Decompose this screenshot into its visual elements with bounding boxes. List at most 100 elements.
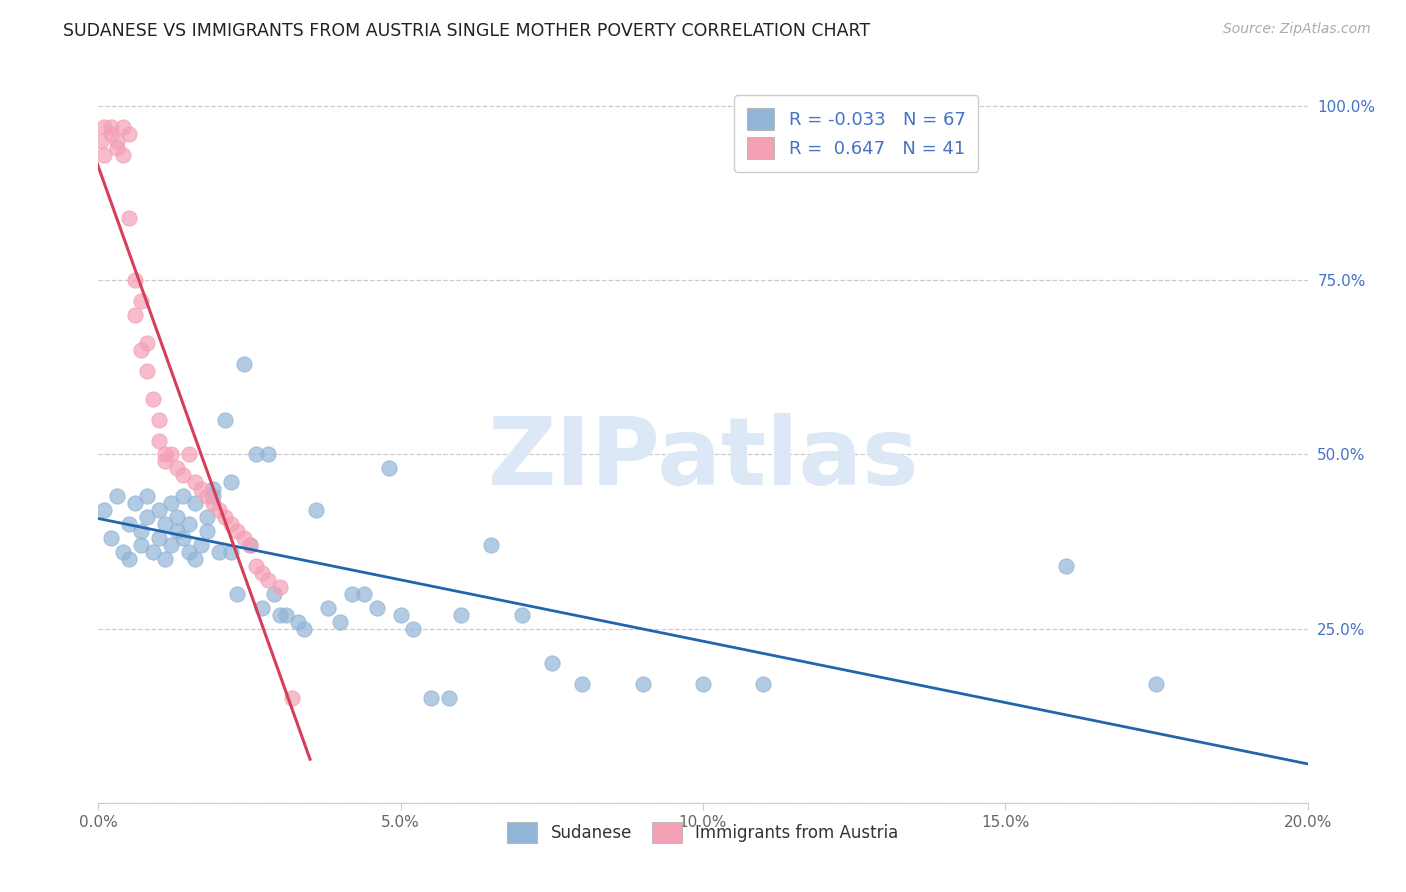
Point [1144, 677, 1167, 691]
Point [402, 622, 425, 636]
Point [124, 308, 146, 322]
Point [166, 461, 188, 475]
Point [269, 580, 291, 594]
Point [105, 141, 128, 155]
Point [202, 483, 225, 497]
Point [148, 503, 170, 517]
Point [179, 448, 201, 462]
Point [135, 336, 157, 351]
Point [221, 545, 243, 559]
Point [481, 538, 503, 552]
Point [752, 677, 775, 691]
Point [166, 510, 188, 524]
Point [129, 524, 152, 538]
Point [214, 510, 236, 524]
Point [142, 392, 165, 406]
Point [179, 517, 201, 532]
Point [202, 496, 225, 510]
Point [166, 524, 188, 538]
Point [153, 448, 176, 462]
Text: SUDANESE VS IMMIGRANTS FROM AUSTRIA SINGLE MOTHER POVERTY CORRELATION CHART: SUDANESE VS IMMIGRANTS FROM AUSTRIA SING… [63, 22, 870, 40]
Point [692, 677, 714, 691]
Point [287, 615, 309, 629]
Point [160, 538, 183, 552]
Point [214, 412, 236, 426]
Point [124, 273, 146, 287]
Point [118, 552, 141, 566]
Point [93, 148, 115, 162]
Point [195, 489, 218, 503]
Point [105, 134, 128, 148]
Point [1054, 558, 1077, 573]
Point [239, 538, 262, 552]
Point [148, 531, 170, 545]
Point [153, 454, 176, 468]
Point [239, 538, 262, 552]
Point [129, 343, 152, 357]
Point [172, 531, 194, 545]
Point [153, 517, 176, 532]
Point [256, 448, 278, 462]
Legend: Sudanese, Immigrants from Austria: Sudanese, Immigrants from Austria [501, 815, 905, 849]
Point [342, 587, 364, 601]
Point [250, 566, 273, 580]
Point [250, 600, 273, 615]
Point [195, 510, 218, 524]
Point [631, 677, 654, 691]
Point [190, 483, 212, 497]
Point [420, 691, 443, 706]
Point [221, 475, 243, 490]
Point [111, 120, 134, 134]
Point [118, 211, 141, 225]
Point [190, 538, 212, 552]
Point [153, 552, 176, 566]
Point [353, 587, 375, 601]
Point [540, 657, 562, 671]
Point [208, 545, 231, 559]
Point [184, 475, 207, 490]
Point [366, 600, 388, 615]
Point [100, 120, 122, 134]
Point [135, 489, 157, 503]
Point [135, 510, 157, 524]
Point [329, 615, 352, 629]
Point [124, 496, 146, 510]
Point [100, 127, 122, 141]
Point [142, 545, 165, 559]
Point [129, 294, 152, 309]
Point [184, 552, 207, 566]
Point [450, 607, 472, 622]
Point [105, 489, 128, 503]
Point [90, 134, 112, 148]
Point [377, 461, 399, 475]
Point [232, 357, 254, 371]
Text: ZIPatlas: ZIPatlas [488, 413, 918, 505]
Point [160, 448, 183, 462]
Point [195, 524, 218, 538]
Point [232, 531, 254, 545]
Point [111, 148, 134, 162]
Point [135, 364, 157, 378]
Point [93, 120, 115, 134]
Point [305, 503, 328, 517]
Point [129, 538, 152, 552]
Point [172, 468, 194, 483]
Point [100, 531, 122, 545]
Point [245, 558, 267, 573]
Point [226, 524, 249, 538]
Point [202, 489, 225, 503]
Point [263, 587, 285, 601]
Point [256, 573, 278, 587]
Point [208, 503, 231, 517]
Point [221, 517, 243, 532]
Point [148, 434, 170, 448]
Point [118, 517, 141, 532]
Point [571, 677, 593, 691]
Point [184, 496, 207, 510]
Point [226, 587, 249, 601]
Point [292, 622, 315, 636]
Point [111, 545, 134, 559]
Point [316, 600, 339, 615]
Point [93, 503, 115, 517]
Point [274, 607, 297, 622]
